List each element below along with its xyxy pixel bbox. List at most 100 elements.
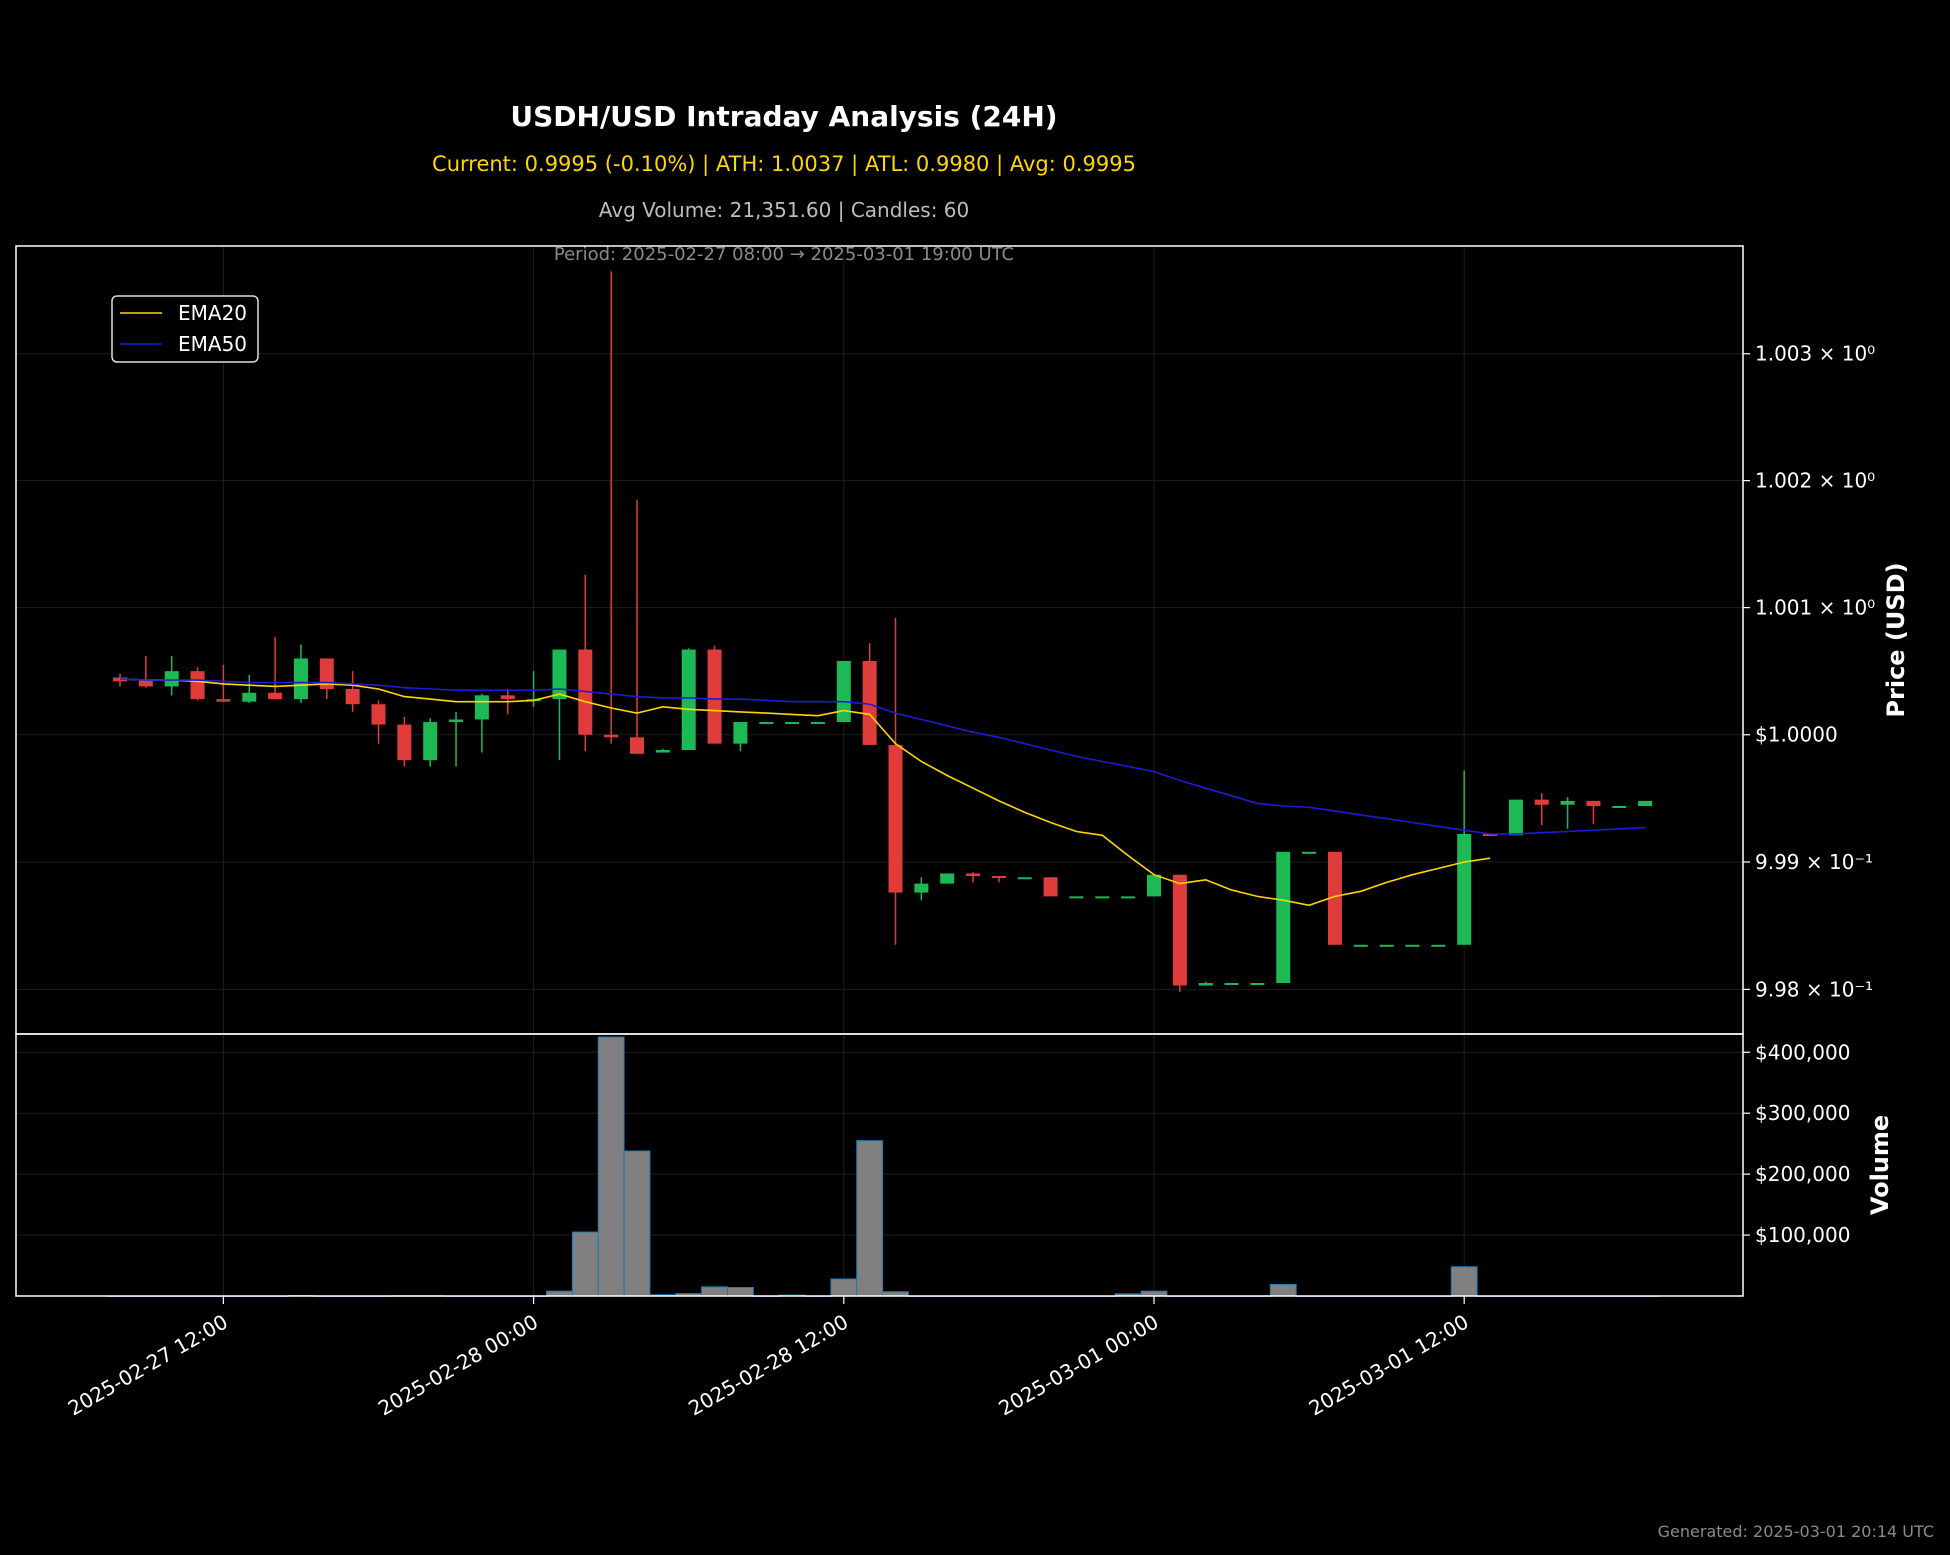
candle-body [1353,944,1368,947]
candle-body [836,660,851,723]
candle [423,718,438,767]
candle [1560,797,1575,829]
candle [655,748,670,753]
candle-body [1586,800,1601,806]
legend-label-ema50: EMA50 [178,332,247,356]
candle [1353,944,1368,947]
candle [552,649,567,761]
volume-tick-label: $200,000 [1755,1162,1850,1186]
candle-body [1612,805,1627,808]
candle-body [655,750,670,753]
candle-body [1043,877,1058,897]
candle [1147,874,1161,897]
candle-body [500,695,515,700]
volume-tick-label: $400,000 [1755,1040,1850,1064]
legend-label-ema20: EMA20 [178,301,247,325]
volume-panel-frame [15,1033,1744,1297]
candle-body [164,671,179,687]
candle-body [216,699,231,702]
ema20-line [119,678,1491,907]
price-tick-label: 1.003 × 10⁰ [1755,342,1875,366]
price-tick-label: 1.001 × 10⁰ [1755,596,1875,620]
price-axis-title: Price (USD) [1882,562,1910,717]
legend: EMA20 EMA50 [111,295,259,363]
volume-bar [726,1286,754,1297]
candle-body [966,873,981,877]
candle-body [552,649,567,700]
candle-body [1147,874,1161,897]
candle [1017,877,1032,880]
candle [164,655,179,696]
candle [268,636,283,700]
generated-timestamp: Generated: 2025-03-01 20:14 UTC [1657,1522,1934,1541]
candle [345,671,360,712]
volume-axis-title: Volume [1866,1115,1894,1215]
candle [1508,799,1523,836]
candle [1095,896,1110,899]
candle [1327,851,1342,945]
volume-bar [1269,1283,1297,1297]
candle-body [1276,851,1291,984]
candle [319,658,334,700]
candle [1405,944,1420,947]
candle [966,872,981,883]
x-tick-label: 2025-03-01 12:00 [1305,1310,1473,1421]
candle-body [681,649,696,751]
candle-body [1379,944,1394,947]
x-tick-label: 2025-03-01 00:00 [994,1310,1162,1421]
candle [1069,896,1084,899]
candle-body [991,876,1006,879]
chart-title: USDH/USD Intraday Analysis (24H) [510,100,1058,133]
candle [630,499,644,754]
price-tick-label: $1.0000 [1755,723,1838,747]
volume-bar [830,1278,858,1297]
x-tick-label: 2025-02-28 12:00 [684,1310,852,1421]
candle-body [1560,800,1575,805]
candle-body [914,883,929,893]
volume-bar [856,1140,884,1297]
chart-period: Period: 2025-02-27 08:00 → 2025-03-01 19… [553,244,1015,265]
candle-body [759,722,774,725]
candle [810,722,825,725]
candle-body [1017,877,1032,880]
candle [1457,770,1472,945]
candle [1302,851,1317,854]
price-panel: 9.98 × 10⁻¹ 9.99 × 10⁻¹ $1.0000 1.001 × 10⁰… [15,245,1910,1035]
candle-body [810,722,825,725]
candle [1276,851,1291,984]
candle-body [474,695,489,720]
candle-body [1095,896,1110,899]
candle [604,271,619,744]
candle-body [242,692,257,702]
volume-bar [701,1286,728,1297]
candle-body [371,704,386,725]
candle-body [423,722,438,761]
volume-bar [571,1231,599,1297]
candle-body [268,692,283,700]
candle [1121,896,1136,899]
candle-body [1638,800,1653,806]
candle [1638,800,1653,806]
candle-body [1224,983,1239,986]
candle [681,648,696,751]
chart-subtitle-stats: Current: 0.9995 (-0.10%) | ATH: 1.0037 |… [432,152,1136,176]
candle [1250,983,1265,986]
candle-body [707,649,722,744]
volume-panel: $100,000 $200,000 $300,000 $400,000 Volume [15,1033,1894,1297]
candle [1172,874,1187,992]
candle-body [630,737,644,754]
volume-bar [1450,1266,1478,1297]
candle-body [397,724,412,761]
volume-bar [623,1150,651,1297]
candle [113,673,127,687]
candle [242,674,257,703]
candle [293,644,308,703]
candle-body [1327,851,1342,945]
candle-body [604,734,619,738]
candle-body [862,660,877,745]
candle-body [449,719,464,723]
candle [578,574,593,752]
candle-body [190,671,205,700]
x-tick-label: 2025-02-28 00:00 [374,1310,542,1421]
candle-body [319,658,334,689]
